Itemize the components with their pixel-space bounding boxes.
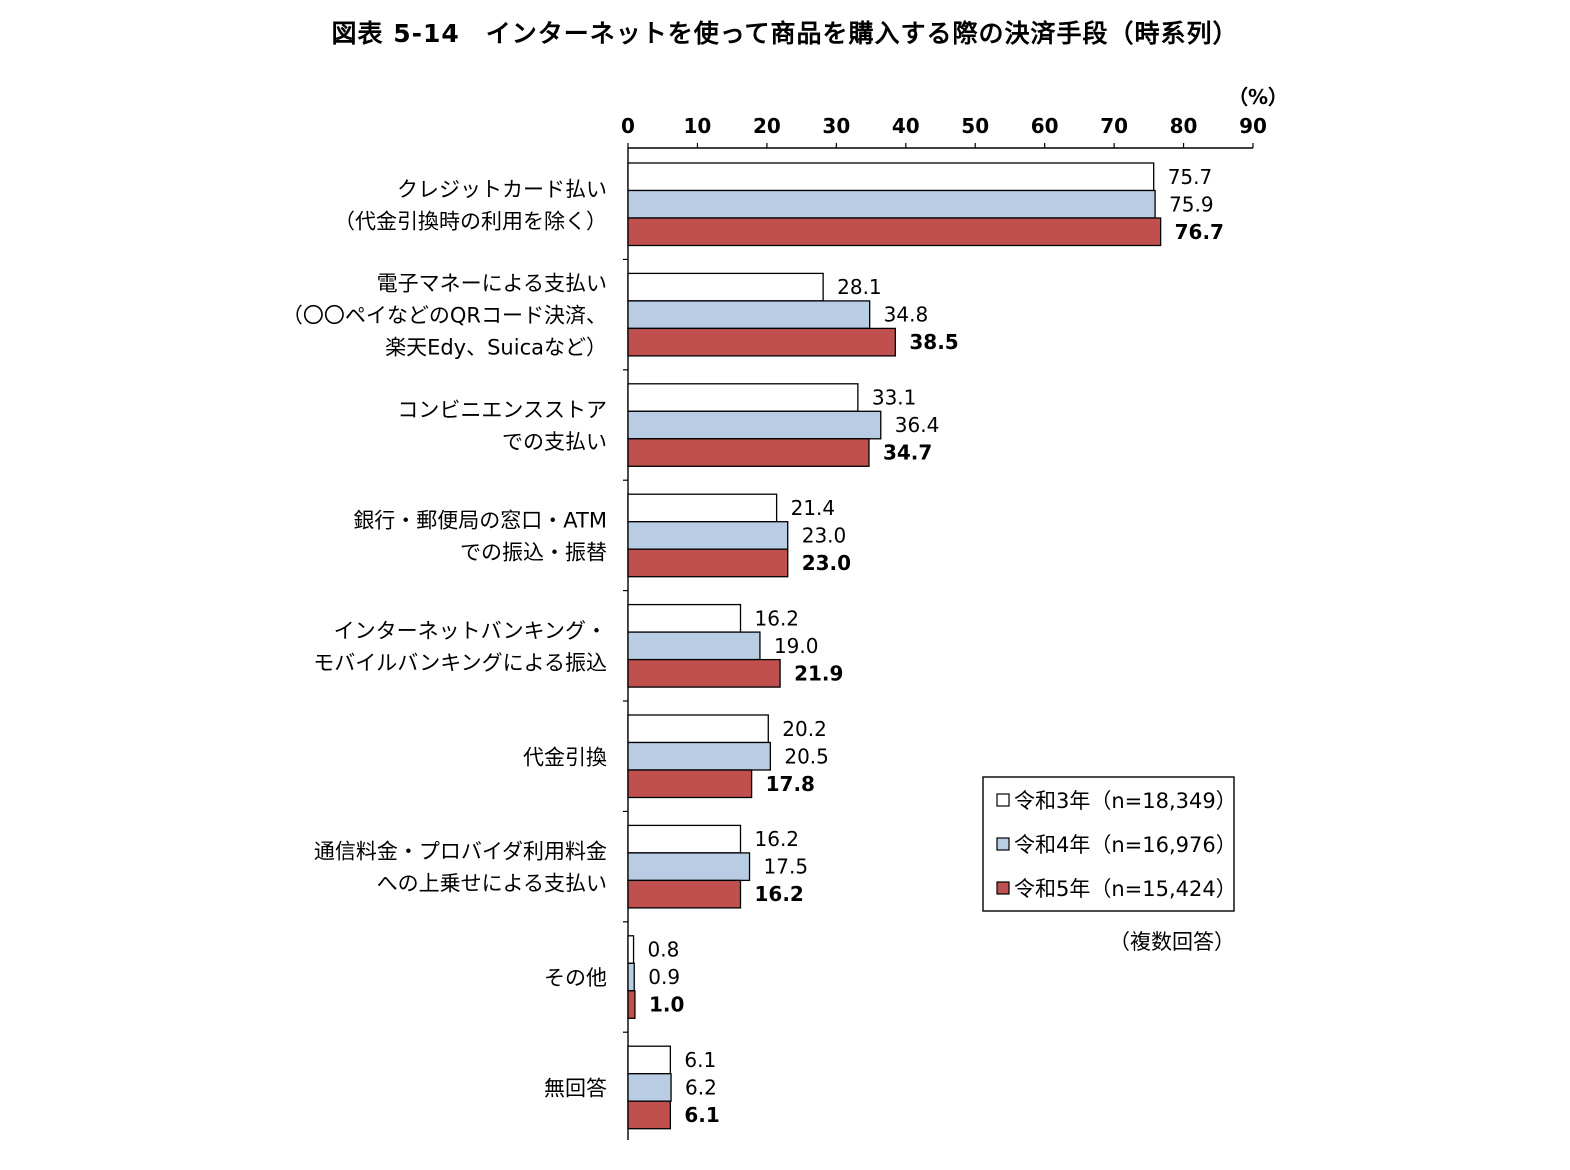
category-label: での支払い: [502, 430, 607, 454]
bar: [627, 162, 1155, 192]
category-label: 通信料金・プロバイダ利用料金: [314, 840, 607, 864]
category-label: 代金引換: [523, 745, 607, 769]
data-label: 28.1: [837, 275, 882, 299]
data-label: 6.2: [685, 1075, 717, 1099]
data-label: 21.9: [794, 661, 843, 685]
data-label: 21.4: [791, 496, 836, 520]
data-label: 20.5: [784, 744, 829, 768]
chart-title: 図表 5-14 インターネットを使って商品を購入する際の決済手段（時系列）: [331, 19, 1239, 48]
data-label: 36.4: [895, 413, 940, 437]
category-label: インターネットバンキング・: [334, 619, 607, 643]
data-label: 6.1: [684, 1048, 716, 1072]
x-tick-label: 70: [1100, 114, 1128, 138]
data-label: 38.5: [909, 330, 958, 354]
bar: [627, 990, 636, 1019]
bar: [627, 962, 635, 992]
bar: [627, 603, 742, 633]
bar: [627, 327, 897, 357]
legend-label: 令和3年（n=18,349）: [1014, 789, 1237, 813]
x-tick-label: 30: [822, 114, 850, 138]
bar: [627, 852, 751, 882]
category-label: 楽天Edy、Suicaなど）: [385, 336, 607, 360]
bar: [627, 521, 789, 550]
bar: [627, 548, 789, 578]
data-label: 6.1: [684, 1103, 719, 1127]
category-label: 銀行・郵便局の窓口・ATM: [353, 508, 607, 532]
bar: [627, 383, 859, 412]
category-label: クレジットカード払い: [397, 177, 607, 201]
x-tick-label: 40: [892, 114, 920, 138]
data-label: 17.8: [766, 772, 815, 796]
bar: [627, 410, 882, 440]
data-label: 1.0: [649, 993, 684, 1017]
bar: [627, 300, 871, 330]
bar: [627, 741, 772, 771]
x-tick-label: 80: [1170, 114, 1198, 138]
unit-label: （%）: [1228, 85, 1288, 109]
bar: [627, 272, 824, 302]
x-tick-label: 60: [1031, 114, 1059, 138]
x-tick-label: 0: [621, 114, 635, 138]
bar: [627, 824, 742, 854]
data-label: 16.2: [755, 606, 800, 630]
data-label: 75.7: [1168, 165, 1213, 189]
x-tick-label: 20: [753, 114, 781, 138]
legend-swatch: [996, 793, 1010, 807]
data-label: 17.5: [764, 855, 809, 879]
category-label: その他: [544, 966, 607, 990]
category-label: への上乗せによる支払い: [377, 872, 607, 896]
x-tick-label: 90: [1239, 114, 1267, 138]
bar: [627, 714, 769, 744]
legend-swatch: [996, 837, 1010, 851]
data-label: 0.8: [648, 938, 680, 962]
bar: [627, 935, 635, 964]
bar: [627, 631, 761, 661]
bar: [627, 438, 870, 467]
category-label: 電子マネーによる支払い: [377, 272, 607, 296]
data-label: 20.2: [782, 717, 827, 741]
data-label: 19.0: [774, 634, 819, 658]
bar: [627, 1045, 672, 1075]
x-tick-label: 10: [684, 114, 712, 138]
bar: [627, 493, 778, 523]
bar: [627, 189, 1156, 219]
category-label: （代金引換時の利用を除く）: [334, 209, 607, 233]
category-label: コンビニエンスストア: [397, 398, 607, 422]
bar: [627, 1100, 672, 1130]
bar: [627, 1073, 672, 1102]
bar: [627, 769, 753, 799]
data-label: 34.7: [883, 441, 932, 465]
bar: [627, 658, 781, 688]
data-label: 16.2: [755, 882, 804, 906]
legend-swatch: [996, 881, 1010, 895]
data-label: 33.1: [872, 386, 917, 410]
bar: [627, 879, 742, 909]
category-label: モバイルバンキングによる振込: [313, 651, 607, 675]
x-tick-label: 50: [961, 114, 989, 138]
category-label: （〇〇ペイなどのQRコード決済、: [282, 304, 607, 328]
bar: [627, 217, 1162, 247]
data-label: 23.0: [802, 551, 851, 575]
legend-label: 令和5年（n=15,424）: [1014, 877, 1237, 901]
data-label: 34.8: [884, 303, 929, 327]
category-label: 無回答: [544, 1076, 607, 1100]
data-label: 16.2: [755, 827, 800, 851]
category-label: での振込・振替: [460, 540, 607, 564]
legend-box: [982, 776, 1235, 912]
data-label: 23.0: [802, 523, 847, 547]
data-label: 75.9: [1169, 192, 1214, 216]
multiple-answer-note: （複数回答）: [1109, 930, 1235, 954]
legend-label: 令和4年（n=16,976）: [1014, 833, 1237, 857]
data-label: 0.9: [648, 965, 680, 989]
data-label: 76.7: [1175, 220, 1224, 244]
